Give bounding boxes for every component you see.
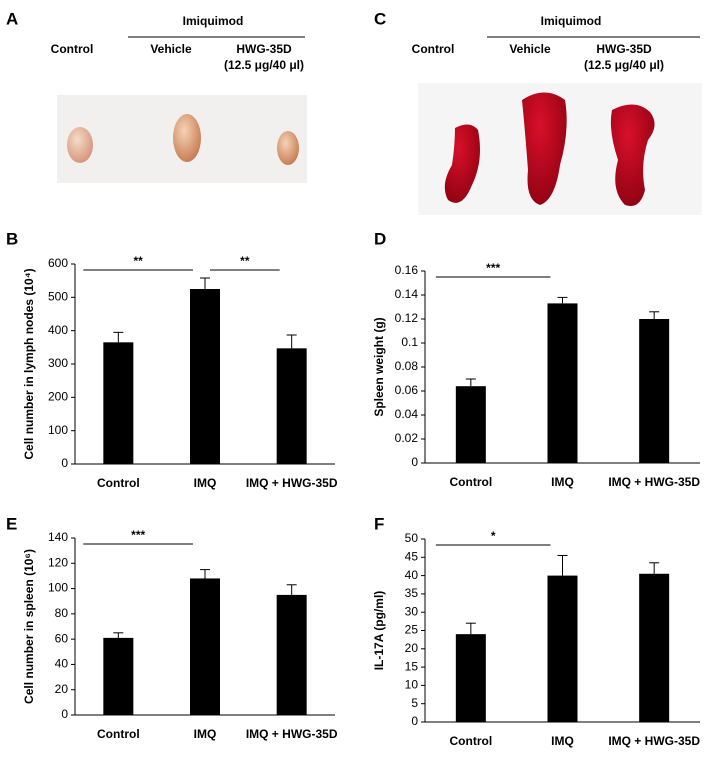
- y-tick-label: 0.06: [395, 383, 419, 397]
- y-tick-label: 15: [405, 659, 419, 673]
- x-tick-label: IMQ + HWG-35D: [608, 475, 700, 489]
- y-tick-label: 0.14: [395, 287, 419, 301]
- bar: [276, 348, 307, 464]
- bar: [639, 573, 670, 722]
- column-label: Control: [51, 42, 94, 56]
- y-tick-label: 35: [405, 586, 419, 600]
- y-tick-label: 40: [55, 657, 69, 671]
- bar: [103, 342, 134, 464]
- y-tick-label: 400: [48, 323, 68, 337]
- y-tick-label: 0.04: [395, 407, 419, 421]
- y-axis-label: Cell number in spleen (10⁶): [22, 549, 36, 704]
- lymph-node: [277, 131, 299, 165]
- bar: [455, 386, 486, 463]
- x-tick-label: Control: [450, 475, 493, 489]
- significance-label: **: [133, 254, 143, 268]
- lymph-node: [173, 114, 201, 162]
- column-label: HWG-35D: [236, 42, 292, 56]
- bar: [455, 634, 486, 722]
- panel-label: D: [374, 229, 386, 248]
- y-axis-label: Cell number in lymph nodes (10⁴): [22, 268, 36, 459]
- y-tick-label: 100: [48, 581, 68, 595]
- y-tick-label: 0: [411, 714, 418, 728]
- significance-label: ***: [131, 528, 145, 542]
- y-tick-label: 0: [411, 455, 418, 469]
- y-tick-label: 5: [411, 696, 418, 710]
- column-label: (12.5 μg/40 μl): [224, 58, 304, 72]
- group-label: Imiquimod: [183, 14, 244, 28]
- y-tick-label: 60: [55, 631, 69, 645]
- x-tick-label: IMQ + HWG-35D: [608, 734, 700, 748]
- x-tick-label: IMQ + HWG-35D: [246, 727, 338, 741]
- bar: [547, 303, 578, 463]
- significance-label: *: [491, 529, 496, 543]
- y-tick-label: 25: [405, 623, 419, 637]
- spleen: [444, 124, 480, 203]
- panel-label: C: [374, 9, 386, 28]
- bar: [103, 637, 134, 715]
- bar: [276, 594, 307, 715]
- x-tick-label: IMQ + HWG-35D: [246, 476, 338, 490]
- panel-label: F: [374, 514, 384, 533]
- y-tick-label: 120: [48, 555, 68, 569]
- y-tick-label: 300: [48, 356, 68, 370]
- column-label: Vehicle: [509, 42, 551, 56]
- spleen: [610, 104, 655, 206]
- y-tick-label: 140: [48, 530, 68, 544]
- y-tick-label: 50: [405, 531, 419, 545]
- y-tick-label: 40: [405, 568, 419, 582]
- y-axis-label: Spleen weight (g): [372, 317, 386, 416]
- y-tick-label: 20: [55, 682, 69, 696]
- y-tick-label: 100: [48, 423, 68, 437]
- bar: [547, 575, 578, 722]
- significance-label: ***: [486, 261, 500, 275]
- column-label: Control: [412, 42, 455, 56]
- y-tick-label: 200: [48, 390, 68, 404]
- y-tick-label: 45: [405, 549, 419, 563]
- group-label: Imiquimod: [541, 14, 602, 28]
- y-tick-label: 0: [61, 707, 68, 721]
- x-tick-label: IMQ: [194, 727, 217, 741]
- y-tick-label: 0.12: [395, 311, 419, 325]
- y-tick-label: 0.08: [395, 359, 419, 373]
- x-tick-label: IMQ: [551, 475, 574, 489]
- bar: [190, 289, 220, 464]
- y-tick-label: 600: [48, 256, 68, 270]
- y-tick-label: 0.1: [401, 335, 418, 349]
- x-tick-label: Control: [450, 734, 493, 748]
- y-tick-label: 20: [405, 641, 419, 655]
- column-label: (12.5 μg/40 μl): [584, 58, 664, 72]
- bar: [639, 319, 670, 463]
- y-tick-label: 80: [55, 606, 69, 620]
- x-tick-label: IMQ: [194, 476, 217, 490]
- x-tick-label: IMQ: [551, 734, 574, 748]
- significance-label: **: [240, 254, 250, 268]
- y-axis-label: IL-17A (pg/ml): [372, 591, 386, 671]
- y-tick-label: 0.16: [395, 263, 419, 277]
- column-label: Vehicle: [150, 42, 192, 56]
- bar: [190, 578, 220, 715]
- column-label: HWG-35D: [596, 42, 652, 56]
- x-tick-label: Control: [97, 727, 140, 741]
- y-tick-label: 0.02: [395, 431, 419, 445]
- y-tick-label: 10: [405, 678, 419, 692]
- panel-label: A: [6, 9, 18, 28]
- x-tick-label: Control: [97, 476, 140, 490]
- y-tick-label: 0: [61, 456, 68, 470]
- spleen: [522, 92, 567, 205]
- y-tick-label: 500: [48, 290, 68, 304]
- y-tick-label: 30: [405, 604, 419, 618]
- panel-label: B: [6, 229, 18, 248]
- panel-label: E: [6, 514, 17, 533]
- lymph-node: [67, 127, 93, 163]
